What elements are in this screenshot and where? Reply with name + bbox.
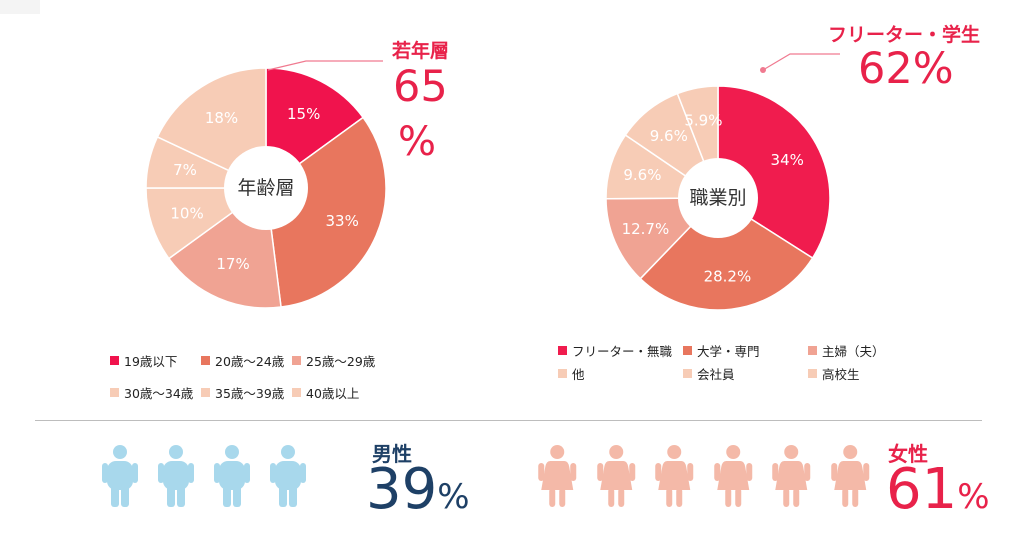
slice-label: 12.7% <box>622 220 670 238</box>
pie-slice <box>639 197 814 311</box>
legend-item: 30歳～34歳 <box>110 383 193 402</box>
donut-center-label: 職業別 <box>689 187 746 209</box>
callout-label-freeter-student: フリーター・学生 <box>828 24 981 46</box>
person-dress-icon <box>587 444 646 508</box>
person-dress-icon <box>704 444 763 508</box>
legend-swatch <box>201 388 210 397</box>
slice-label: 18% <box>205 109 238 127</box>
person-dress-icon <box>821 444 880 508</box>
female-percentage-number: 61 <box>886 457 958 522</box>
donut-hole <box>224 146 308 230</box>
slice-label: 28.2% <box>704 267 752 285</box>
female-percentage-unit: % <box>957 477 990 517</box>
legend-item: 20歳～24歳 <box>201 351 284 370</box>
occupation-donut-chart: 34%28.2%12.7%9.6%9.6%5.9%職業別 <box>605 85 831 311</box>
legend-swatch <box>558 369 567 378</box>
female-icons-row <box>528 444 879 508</box>
callout-line-occupation <box>762 53 840 71</box>
legend-item: フリーター・無職 <box>558 341 672 360</box>
slice-label: 34% <box>771 151 804 169</box>
legend-swatch <box>683 369 692 378</box>
person-icon <box>204 444 260 508</box>
legend-label: 25歳～29歳 <box>306 354 376 369</box>
person-dress-icon <box>528 444 587 508</box>
slice-label: 7% <box>173 161 197 179</box>
callout-value-freeter-student: 62% <box>858 44 954 94</box>
legend-item: 主婦（夫） <box>808 341 885 360</box>
legend-label: 他 <box>572 367 585 382</box>
legend-swatch <box>683 346 692 355</box>
legend-label: フリーター・無職 <box>572 344 673 359</box>
legend-swatch <box>201 356 210 365</box>
divider <box>35 420 982 421</box>
donut-center-label: 年齢層 <box>237 177 294 199</box>
legend-swatch <box>292 356 301 365</box>
slice-label: 10% <box>170 205 203 223</box>
callout-value-young-number: 65 <box>393 62 448 112</box>
person-icon <box>148 444 204 508</box>
legend-item: 19歳以下 <box>110 351 177 370</box>
slice-label: 33% <box>326 212 359 230</box>
legend-label: 30歳～34歳 <box>124 386 194 401</box>
legend-label: 40歳以上 <box>306 386 360 401</box>
callout-value-young-unit: % <box>398 119 437 165</box>
legend-item: 高校生 <box>808 364 860 383</box>
legend-label: 会社員 <box>697 367 735 382</box>
male-percentage-unit: % <box>437 477 470 517</box>
male-percentage: 39% <box>366 462 470 518</box>
legend-label: 20歳～24歳 <box>215 354 285 369</box>
person-icon <box>260 444 316 508</box>
legend-label: 高校生 <box>822 367 860 382</box>
legend-swatch <box>808 369 817 378</box>
female-percentage: 61% <box>886 462 990 518</box>
slice-label: 9.6% <box>650 127 688 145</box>
age-donut-chart: 15% 33% 17% 10% 7% 18% 年齢層 <box>145 67 387 309</box>
legend-item: 35歳～39歳 <box>201 383 284 402</box>
slice-label: 17% <box>216 255 249 273</box>
person-dress-icon <box>645 444 704 508</box>
legend-label: 主婦（夫） <box>822 344 885 359</box>
person-icon <box>92 444 148 508</box>
donut-hole <box>678 158 758 238</box>
legend-item: 他 <box>558 364 585 383</box>
callout-label-young: 若年層 <box>392 40 450 62</box>
legend-swatch <box>808 346 817 355</box>
legend-label: 35歳～39歳 <box>215 386 285 401</box>
legend-swatch <box>292 388 301 397</box>
legend-swatch <box>110 388 119 397</box>
slice-label: 15% <box>287 105 320 123</box>
female-label: 女性 <box>888 442 928 466</box>
legend-swatch <box>558 346 567 355</box>
callout-line-age <box>267 60 383 71</box>
legend-item: 40歳以上 <box>292 383 359 402</box>
slice-label: 5.9% <box>684 111 722 129</box>
legend-item: 大学・専門 <box>683 341 760 360</box>
corner-mark <box>0 0 40 14</box>
legend-item: 会社員 <box>683 364 735 383</box>
slice-label: 9.6% <box>623 166 661 184</box>
legend-swatch <box>110 356 119 365</box>
legend-label: 大学・専門 <box>697 344 760 359</box>
legend-item: 25歳～29歳 <box>292 351 375 370</box>
pie-slice <box>265 116 387 308</box>
male-icons-row <box>92 444 316 508</box>
legend-label: 19歳以下 <box>124 354 178 369</box>
person-dress-icon <box>762 444 821 508</box>
male-percentage-number: 39 <box>366 457 438 522</box>
male-label: 男性 <box>372 442 412 466</box>
